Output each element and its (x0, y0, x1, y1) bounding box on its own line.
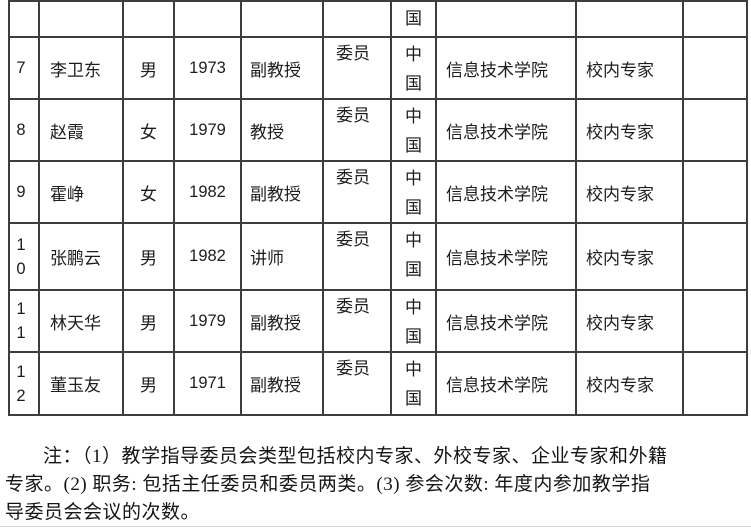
cell-serial: 9 (8, 160, 40, 224)
cell-gender: 男 (122, 289, 175, 353)
cell-name: 李卫东 (38, 36, 124, 100)
cell-serial: 7 (8, 36, 40, 100)
cell-attendance (682, 0, 748, 38)
cell-birth-year (173, 0, 242, 38)
committee-member-table: 国 7 李卫东 男 1973 副教授 委员 中国 信息技术学院 校内专家 8 赵… (8, 0, 748, 416)
cell-attendance (682, 160, 748, 224)
cell-nationality: 中国 (390, 98, 437, 162)
cell-institution: 信息技术学院 (435, 98, 577, 162)
cell-expert-type: 校内专家 (575, 36, 684, 100)
cell-attendance (682, 222, 748, 291)
cell-name: 林天华 (38, 289, 124, 353)
cell-role: 委员 (322, 222, 392, 291)
table-row: 11 林天华 男 1979 副教授 委员 中国 信息技术学院 校内专家 (8, 289, 748, 353)
cell-institution: 信息技术学院 (435, 36, 577, 100)
cell-expert-type (575, 0, 684, 38)
cell-gender: 男 (122, 222, 175, 291)
cell-attendance (682, 351, 748, 416)
cell-serial: 8 (8, 98, 40, 162)
cell-institution: 信息技术学院 (435, 222, 577, 291)
table-row: 10 张鹏云 男 1982 讲师 委员 中国 信息技术学院 校内专家 (8, 222, 748, 291)
cell-attendance (682, 98, 748, 162)
cell-title (240, 0, 324, 38)
cell-expert-type: 校内专家 (575, 160, 684, 224)
cell-attendance (682, 36, 748, 100)
cell-nationality: 中国 (390, 36, 437, 100)
cell-role: 委员 (322, 36, 392, 100)
cell-title: 副教授 (240, 289, 324, 353)
cell-institution: 信息技术学院 (435, 289, 577, 353)
cell-role: 委员 (322, 160, 392, 224)
cell-institution: 信息技术学院 (435, 351, 577, 416)
cell-birth-year: 1979 (173, 98, 242, 162)
cell-birth-year: 1971 (173, 351, 242, 416)
cell-role: 委员 (322, 98, 392, 162)
cell-name (38, 0, 124, 38)
cell-title: 副教授 (240, 351, 324, 416)
cell-gender: 男 (122, 351, 175, 416)
footnote-line: 注：（1）教学指导委员会类型包括校内专家、外校专家、企业专家和外籍 (43, 446, 668, 467)
cell-institution: 信息技术学院 (435, 160, 577, 224)
cell-expert-type: 校内专家 (575, 222, 684, 291)
cell-nationality: 国 (390, 0, 437, 38)
cell-title: 副教授 (240, 160, 324, 224)
cell-nationality: 中国 (390, 289, 437, 353)
cell-title: 讲师 (240, 222, 324, 291)
cell-nationality: 中国 (390, 351, 437, 416)
cell-attendance (682, 289, 748, 353)
cell-name: 赵霞 (38, 98, 124, 162)
cell-gender (122, 0, 175, 38)
footnote-line: 专家。(2) 职务: 包括主任委员和委员两类。(3) 参会次数: 年度内参加教学… (5, 474, 651, 495)
cell-birth-year: 1979 (173, 289, 242, 353)
cell-role (322, 0, 392, 38)
cell-expert-type: 校内专家 (575, 289, 684, 353)
cell-name: 董玉友 (38, 351, 124, 416)
cell-name: 张鹏云 (38, 222, 124, 291)
cell-institution (435, 0, 577, 38)
cell-name: 霍峥 (38, 160, 124, 224)
cell-gender: 女 (122, 98, 175, 162)
cell-serial: 10 (8, 222, 40, 291)
cell-role: 委员 (322, 351, 392, 416)
page-bottom-edge-line (0, 526, 751, 527)
cell-gender: 男 (122, 36, 175, 100)
table-row: 9 霍峥 女 1982 副教授 委员 中国 信息技术学院 校内专家 (8, 160, 748, 224)
cell-nationality: 中国 (390, 222, 437, 291)
cell-gender: 女 (122, 160, 175, 224)
cell-birth-year: 1982 (173, 160, 242, 224)
cell-serial: 11 (8, 289, 40, 353)
cell-expert-type: 校内专家 (575, 351, 684, 416)
cell-title: 教授 (240, 98, 324, 162)
cell-title: 副教授 (240, 36, 324, 100)
cell-serial: 12 (8, 351, 40, 416)
table-row: 8 赵霞 女 1979 教授 委员 中国 信息技术学院 校内专家 (8, 98, 748, 162)
table-row: 12 董玉友 男 1971 副教授 委员 中国 信息技术学院 校内专家 (8, 351, 748, 416)
table-row: 7 李卫东 男 1973 副教授 委员 中国 信息技术学院 校内专家 (8, 36, 748, 100)
cell-serial (8, 0, 40, 38)
cell-birth-year: 1973 (173, 36, 242, 100)
cell-role: 委员 (322, 289, 392, 353)
table-row-overflow: 国 (8, 0, 748, 38)
footnote-line: 导委员会会议的次数。 (5, 502, 201, 523)
cell-nationality: 中国 (390, 160, 437, 224)
cell-expert-type: 校内专家 (575, 98, 684, 162)
cell-birth-year: 1982 (173, 222, 242, 291)
footnote: 注：（1）教学指导委员会类型包括校内专家、外校专家、企业专家和外籍 专家。(2)… (5, 443, 748, 527)
